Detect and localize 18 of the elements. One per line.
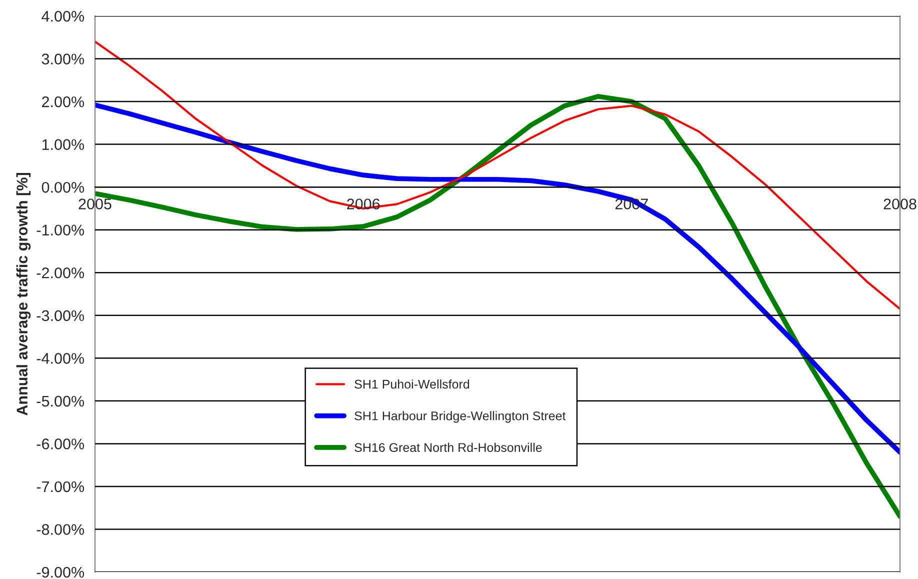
y-tick-label: -7.00% [36, 481, 84, 492]
y-tick-label: -6.00% [36, 438, 84, 450]
legend-label: SH16 Great North Rd-Hobsonville [354, 442, 542, 452]
y-tick-label: -4.00% [36, 353, 84, 364]
y-tick-label: 1.00% [42, 139, 84, 150]
y-tick-label: 2.00% [42, 96, 84, 108]
y-tick-label: -1.00% [36, 224, 84, 236]
y-tick-label: -8.00% [36, 524, 84, 535]
y-tick-label: -9.00% [36, 566, 84, 578]
legend-label: SH1 Puhoi-Wellsford [354, 379, 470, 389]
y-tick-label: 3.00% [42, 54, 84, 64]
legend-label: SH1 Harbour Bridge-Wellington Street [354, 411, 566, 423]
y-tick-label: 0.00% [42, 182, 84, 193]
y-tick-label: -3.00% [36, 310, 84, 322]
y-tick-label: 4.00% [42, 10, 84, 22]
y-tick-label: -5.00% [36, 396, 84, 407]
y-tick-label: -2.00% [36, 267, 84, 278]
y-axis-title: Annual average traffic growth [%] [16, 173, 31, 416]
